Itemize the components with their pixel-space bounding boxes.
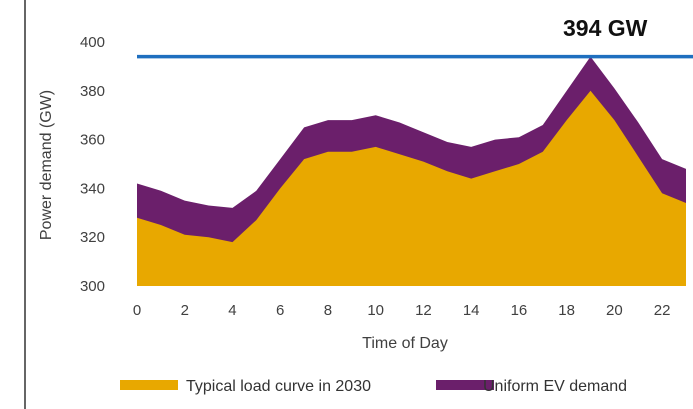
x-tick-label: 12 [415,302,432,319]
y-tick-label: 400 [80,34,105,51]
y-tick-label: 320 [80,229,105,246]
reference-value-label: 394 GW [563,15,648,41]
x-axis-title: Time of Day [362,335,448,352]
legend-label: Typical load curve in 2030 [186,378,371,395]
x-tick-label: 10 [367,302,384,319]
x-tick-label: 8 [324,302,332,319]
x-tick-label: 14 [463,302,480,319]
x-tick-label: 22 [654,302,671,319]
legend: Typical load curve in 2030 Uniform EV dem… [120,378,627,395]
y-tick-label: 300 [80,278,105,295]
x-tick-label: 18 [558,302,575,319]
y-axis: 300 320 340 360 380 400 [80,34,105,295]
x-tick-label: 6 [276,302,284,319]
legend-swatch [436,380,494,390]
y-tick-label: 340 [80,180,105,197]
typical-load-area [137,90,686,286]
x-axis: 0 2 4 6 8 10 12 14 16 18 20 22 [133,302,671,319]
x-tick-label: 4 [228,302,236,319]
legend-label: Uniform EV demand [483,378,627,395]
x-tick-label: 2 [181,302,189,319]
y-tick-label: 360 [80,132,105,149]
legend-swatch [120,380,178,390]
y-tick-label: 380 [80,83,105,100]
x-tick-label: 16 [511,302,528,319]
area-series-group [137,56,686,286]
x-tick-label: 20 [606,302,623,319]
y-axis-title: Power demand (GW) [38,90,55,240]
x-tick-label: 0 [133,302,141,319]
